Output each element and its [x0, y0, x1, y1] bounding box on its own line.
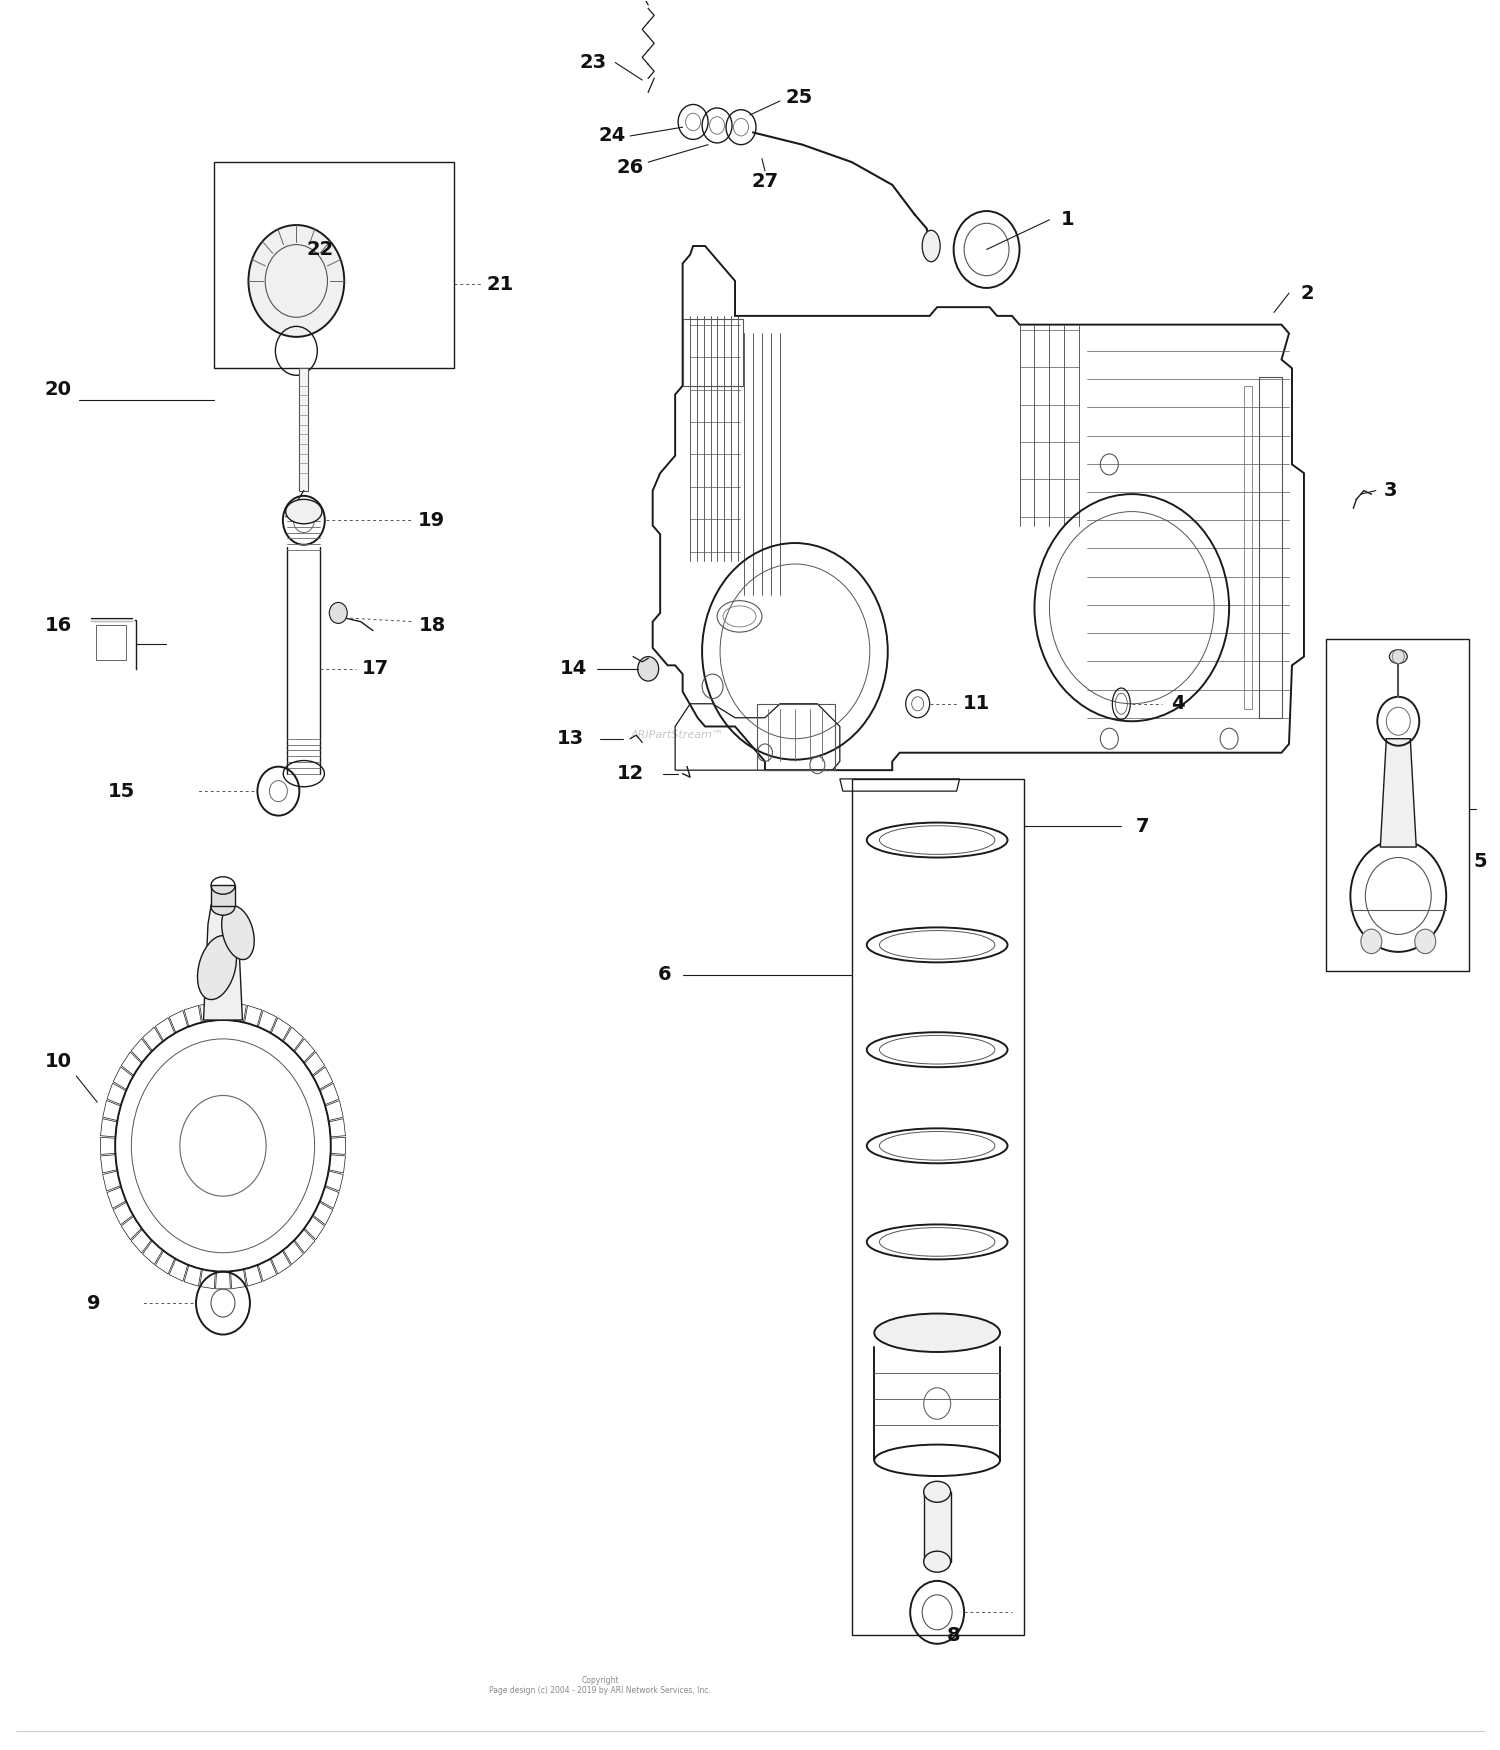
Text: Copyright
Page design (c) 2004 - 2019 by ARI Network Services, Inc.: Copyright Page design (c) 2004 - 2019 by…	[489, 1676, 711, 1696]
Ellipse shape	[874, 1314, 1001, 1353]
Ellipse shape	[222, 906, 254, 959]
Ellipse shape	[198, 936, 237, 999]
Bar	[96, 625, 126, 660]
Circle shape	[1414, 929, 1436, 954]
Text: 6: 6	[658, 964, 672, 984]
Ellipse shape	[924, 1550, 951, 1572]
Bar	[758, 704, 836, 770]
Text: 4: 4	[1172, 695, 1185, 714]
Text: 11: 11	[963, 695, 990, 714]
Ellipse shape	[922, 231, 940, 262]
Bar	[682, 320, 742, 385]
Text: 24: 24	[598, 126, 625, 145]
Polygon shape	[1380, 738, 1416, 847]
Text: 18: 18	[419, 616, 446, 635]
Circle shape	[249, 226, 345, 336]
Text: 12: 12	[616, 765, 644, 784]
Text: 7: 7	[1136, 817, 1149, 835]
Text: 9: 9	[87, 1293, 100, 1312]
Text: 23: 23	[579, 52, 606, 72]
Text: 2: 2	[1300, 284, 1314, 303]
Circle shape	[638, 656, 658, 681]
Bar	[924, 1491, 951, 1561]
Bar	[211, 886, 236, 906]
Text: 1: 1	[1060, 210, 1074, 229]
Ellipse shape	[285, 499, 322, 523]
Polygon shape	[204, 906, 243, 1020]
Text: ARIPartStream™: ARIPartStream™	[630, 730, 723, 740]
Text: 10: 10	[45, 1052, 72, 1071]
Text: 3: 3	[1384, 481, 1398, 500]
Text: 19: 19	[417, 511, 444, 530]
Bar	[1244, 385, 1251, 709]
Bar	[1258, 376, 1281, 718]
Ellipse shape	[211, 898, 236, 915]
Bar	[214, 163, 453, 368]
Bar	[852, 779, 1024, 1634]
Text: 14: 14	[560, 660, 586, 679]
Text: 25: 25	[786, 88, 813, 107]
Text: 21: 21	[486, 275, 513, 294]
Bar	[1326, 639, 1468, 971]
Text: 5: 5	[1474, 852, 1488, 870]
Text: 13: 13	[556, 730, 584, 749]
Text: 15: 15	[108, 782, 135, 802]
Ellipse shape	[1389, 649, 1407, 663]
Text: 8: 8	[946, 1626, 960, 1645]
Text: 22: 22	[306, 240, 334, 259]
Text: 16: 16	[45, 616, 72, 635]
Text: 20: 20	[45, 380, 72, 399]
Text: 26: 26	[616, 158, 644, 177]
Circle shape	[1360, 929, 1382, 954]
Text: 27: 27	[752, 172, 778, 191]
Circle shape	[330, 602, 346, 623]
Bar	[300, 368, 309, 490]
Text: 17: 17	[362, 660, 390, 679]
Ellipse shape	[924, 1480, 951, 1502]
